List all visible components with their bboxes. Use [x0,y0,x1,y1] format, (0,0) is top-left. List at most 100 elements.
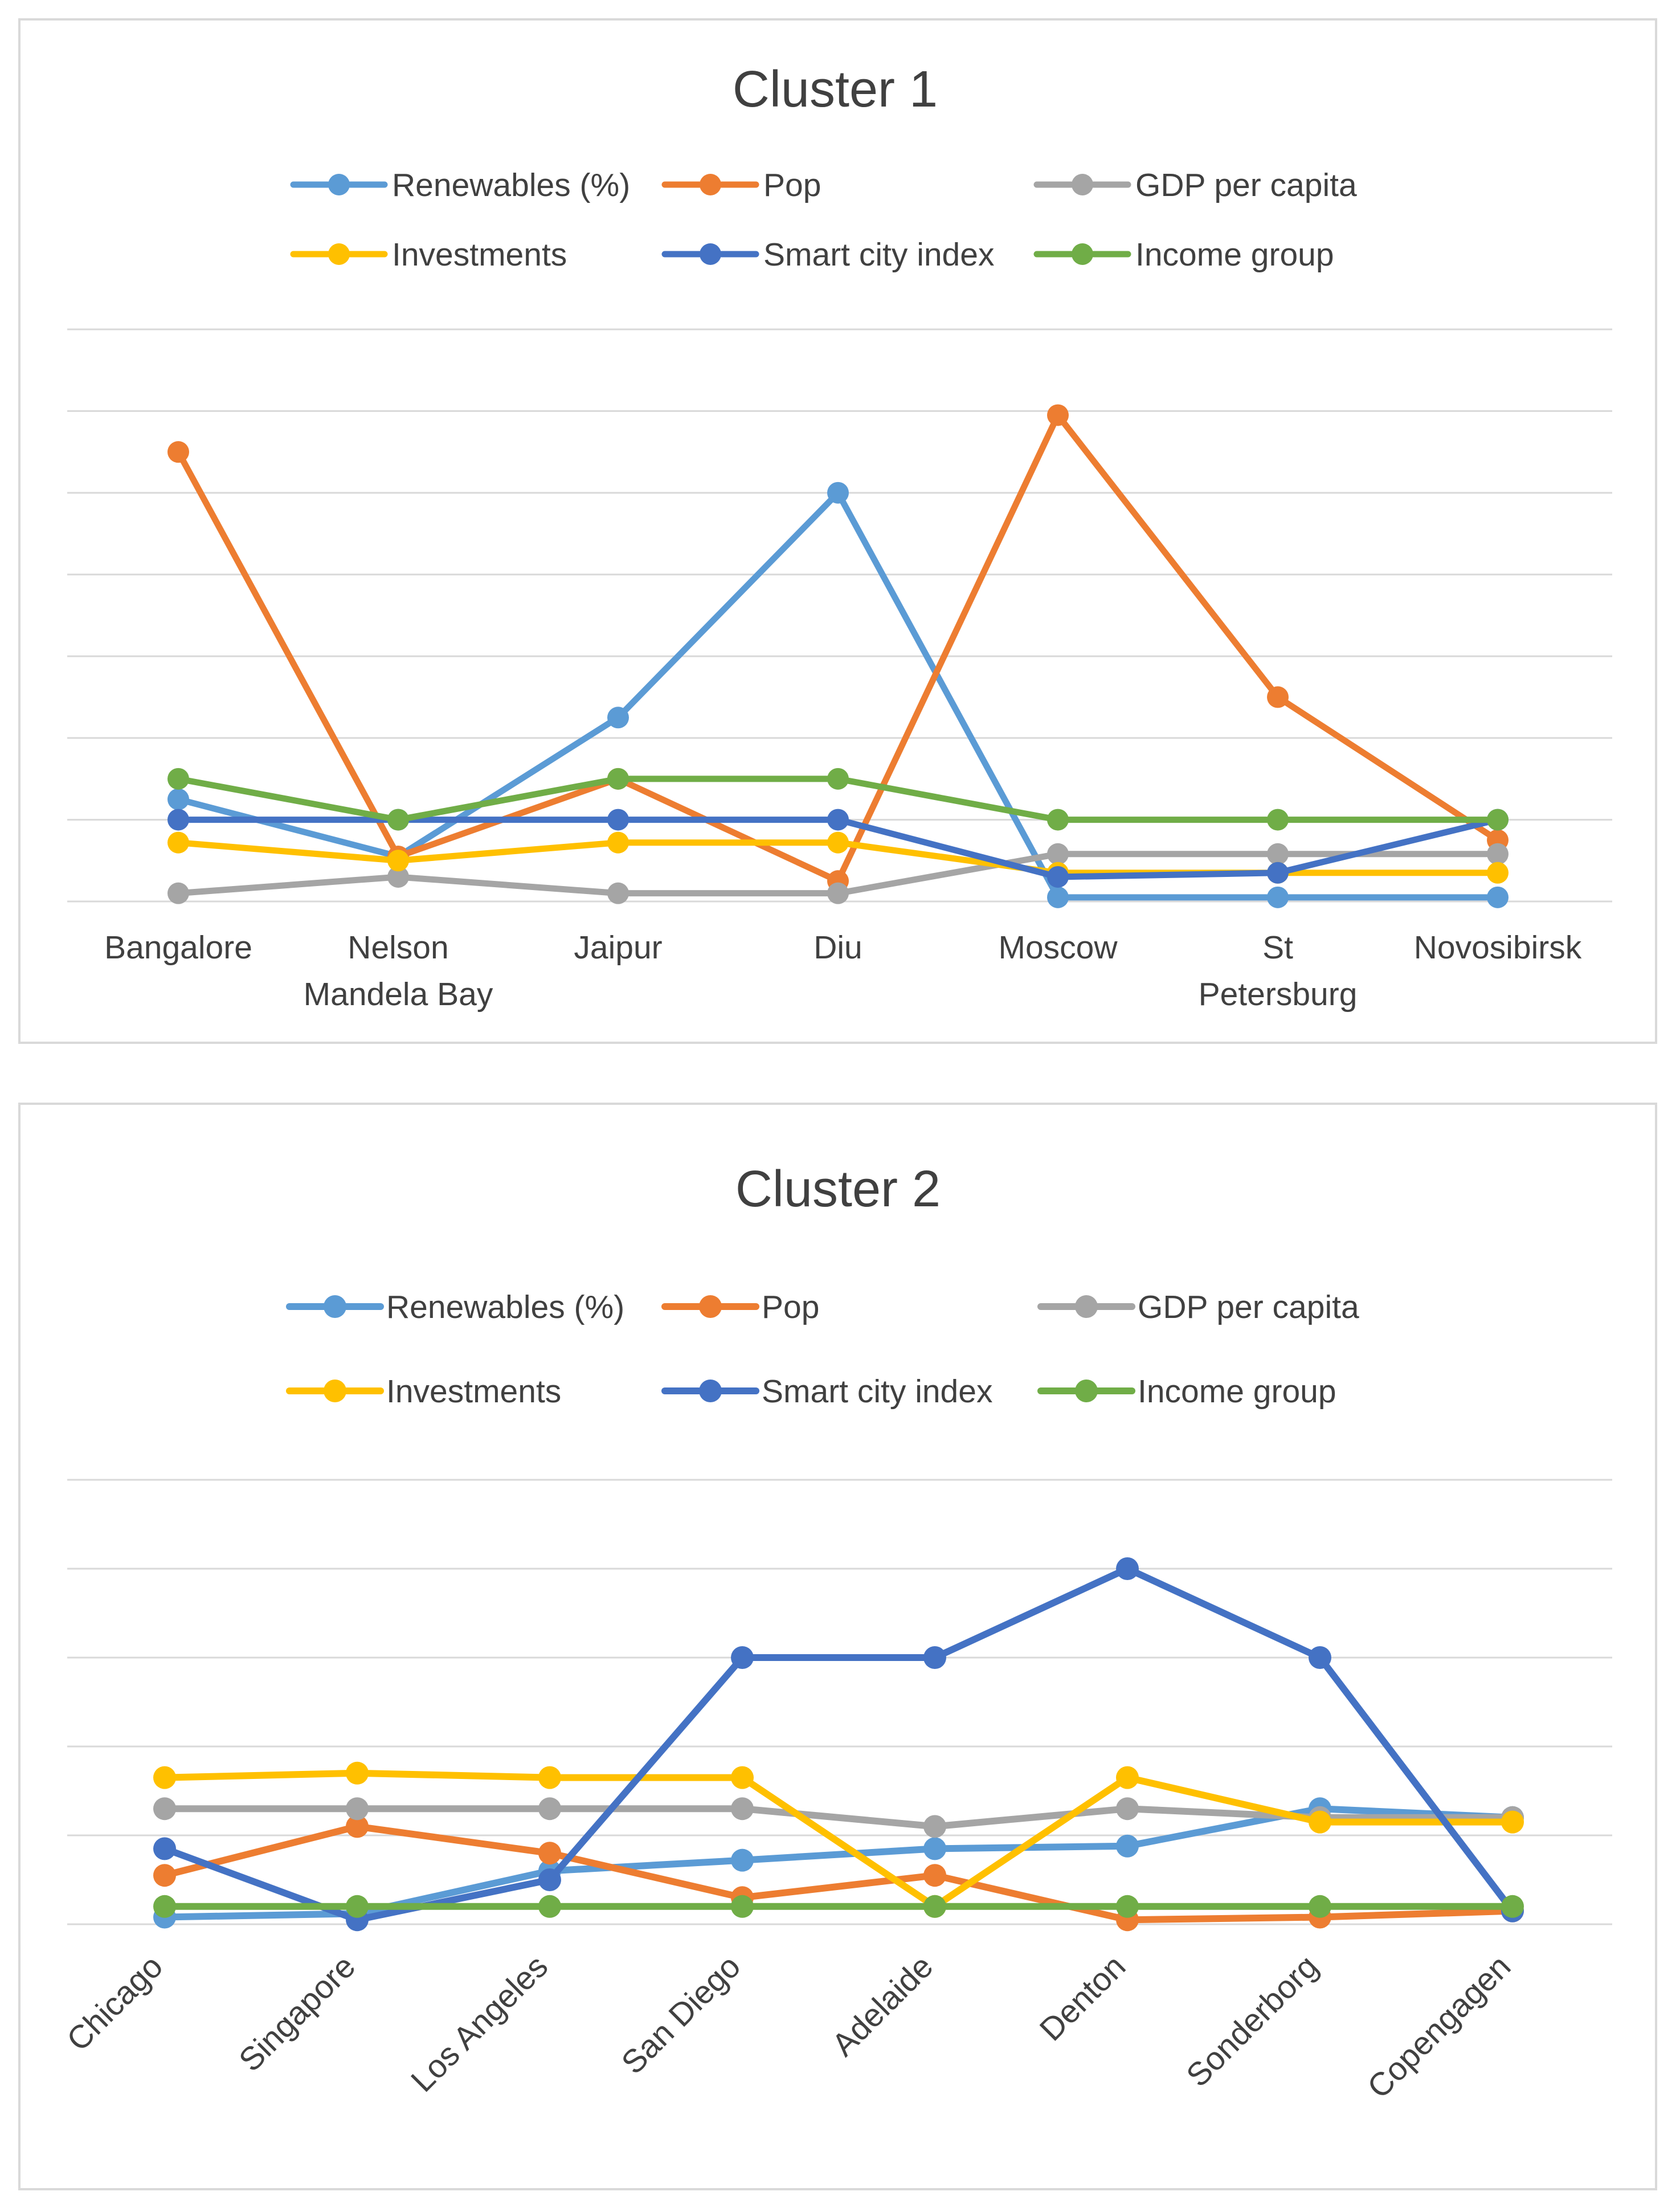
data-point [731,1848,754,1872]
legend: Renewables (%) Pop GDP per capita Investmen… [290,167,1357,273]
legend-marker [328,174,350,195]
data-point [923,1864,946,1887]
data-point [153,1837,176,1860]
legend-marker [699,1295,722,1318]
data-point [1047,404,1069,426]
data-point [167,882,189,904]
legend-item-pop: Pop [661,1289,819,1325]
data-point [731,1797,754,1821]
data-point [153,1895,176,1918]
data-point [607,707,629,729]
legend-marker [1072,243,1093,265]
legend-item-gdp-per-capita: GDP per capita [1033,167,1357,203]
x-tick-label: Bangalore [104,929,252,966]
legend-item-gdp-per-capita: GDP per capita [1037,1289,1359,1325]
data-point [167,831,189,854]
data-point [1501,1895,1524,1918]
data-point [827,768,849,790]
data-point [387,809,409,831]
chart-title: Cluster 2 [735,1161,941,1218]
data-point [1116,1834,1139,1858]
data-point [1487,809,1509,831]
legend-label: Renewables (%) [386,1289,624,1325]
legend-item-investments: Investments [290,236,567,273]
x-tick-label-line: Nelson [348,929,448,966]
x-tick-label-line: St [1262,929,1293,966]
data-point [346,1797,369,1821]
x-tick-label-line: Moscow [998,929,1118,966]
legend-item-renewables: Renewables (%) [290,167,630,203]
legend-marker [328,243,350,265]
data-point [1309,1646,1331,1669]
data-point [167,809,189,831]
data-point [167,768,189,790]
data-point [731,1646,754,1669]
series-line [161,1769,1516,1910]
data-point [346,1815,369,1838]
data-point [1047,866,1069,888]
legend-marker [700,243,721,265]
x-tick-label-line: Novosibirsk [1414,929,1582,966]
plot-area [167,404,1509,908]
legend: Renewables (%) Pop GDP per capita Investmen… [286,1289,1359,1410]
data-point [1116,1895,1139,1918]
data-point [827,831,849,854]
x-tick-label: Moscow [998,929,1118,966]
series-line [161,1823,1516,1924]
data-point [1116,1797,1139,1821]
legend-label: Income group [1135,236,1334,273]
x-axis: Bangalore Nelson Mandela Bay Jaipur Diu Mosco… [104,929,1582,1013]
legend-label: Pop [762,1289,819,1325]
data-point [827,809,849,831]
data-point [607,882,629,904]
data-point [346,1761,369,1785]
data-point [731,1766,754,1789]
data-point [1487,862,1509,884]
x-tick-label-line: Bangalore [104,929,252,966]
series-line [161,1565,1516,1924]
data-point [1487,843,1509,865]
data-point [153,1797,176,1821]
legend-label: Pop [763,167,821,203]
chart-frame [18,1103,1657,2190]
legend-marker [324,1380,346,1402]
data-point [167,788,189,810]
legend-marker [700,174,721,195]
data-point [923,1837,946,1860]
x-tick-label: Jaipur [574,929,662,966]
data-point [1267,809,1289,831]
data-point [1047,886,1069,908]
data-point [387,866,409,888]
data-point [538,1797,561,1821]
data-point [538,1842,561,1865]
data-point [827,882,849,904]
x-tick-label: Diu [814,929,862,966]
x-tick-label: St Petersburg [1199,929,1358,1013]
x-tick-label: Nelson Mandela Bay [304,929,493,1013]
data-point [153,1864,176,1887]
legend-item-smart-city-index: Smart city index [661,236,994,273]
cluster-2-chart: Cluster 2 Renewables (%) Pop GDP per capit… [18,1103,1657,2190]
data-point [1047,809,1069,831]
data-point [607,831,629,854]
data-point [607,809,629,831]
data-point [387,850,409,872]
gridlines [67,1479,1612,1925]
data-point [1487,886,1509,908]
series-income-group [167,768,1509,831]
legend-label: Income group [1138,1373,1336,1410]
legend-label: Investments [392,236,567,273]
x-tick-label-line: Diu [814,929,862,966]
legend-item-renewables: Renewables (%) [286,1289,624,1325]
x-tick-label-line: Mandela Bay [304,976,493,1013]
data-point [1267,862,1289,884]
data-point [923,1895,946,1918]
data-point [538,1895,561,1918]
data-point [538,1868,561,1891]
legend-item-investments: Investments [286,1373,561,1410]
legend-item-income-group: Income group [1037,1373,1336,1410]
plot-area [153,1557,1524,1932]
legend-marker [1075,1380,1098,1402]
series-gdp-per-capita [167,843,1509,904]
